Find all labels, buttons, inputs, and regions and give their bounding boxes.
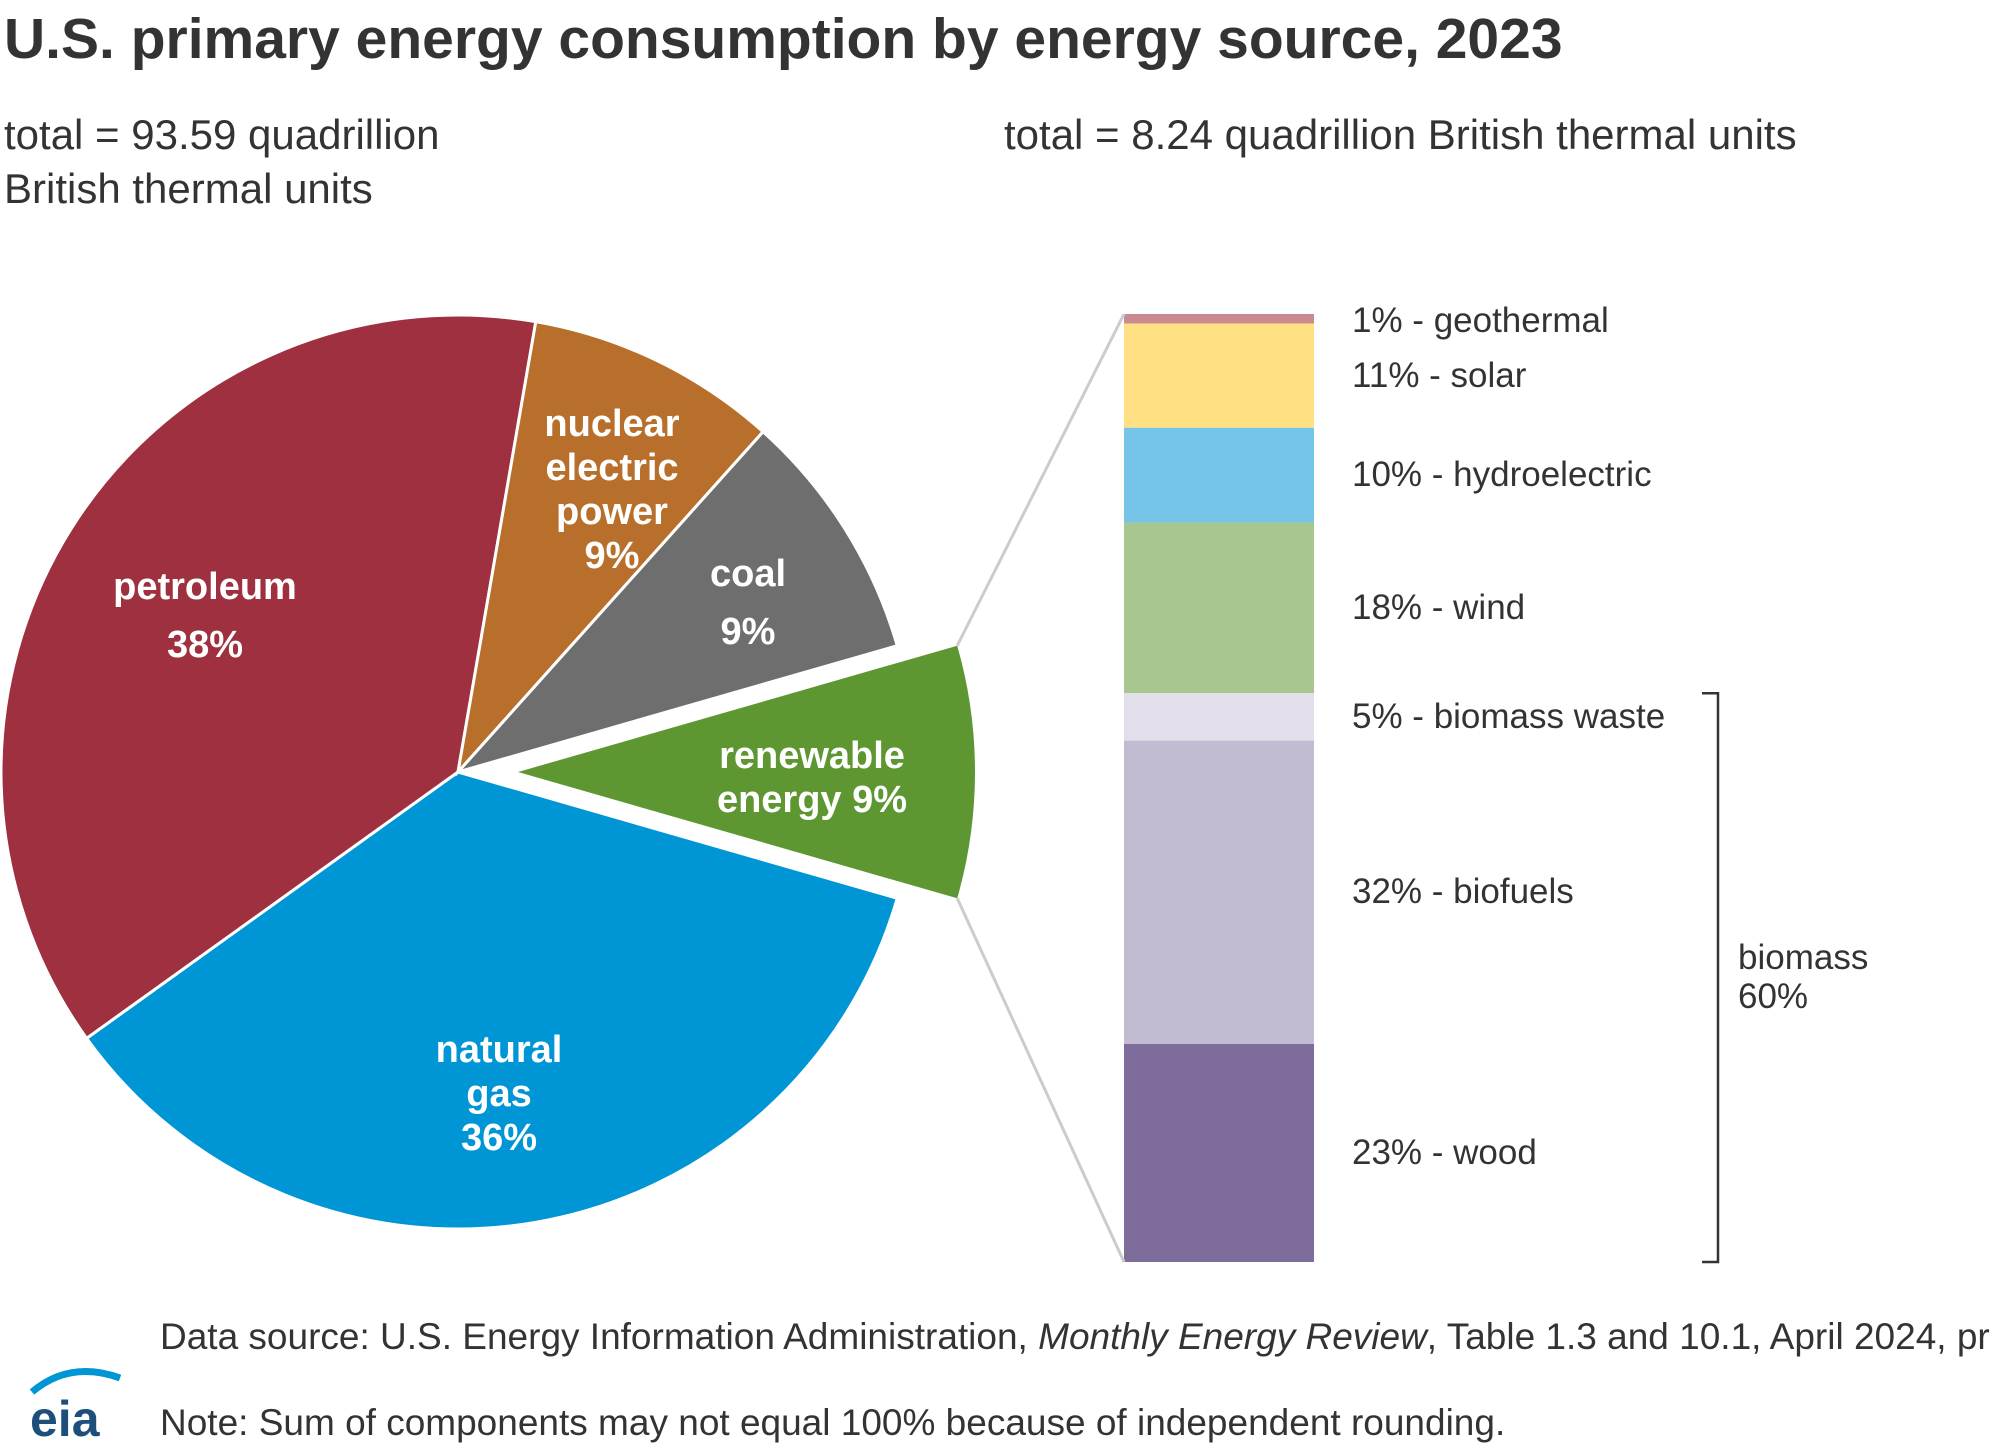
pie-slice — [84, 770, 900, 1231]
slice-label: natural gas 36% — [404, 1028, 594, 1160]
slice-value: 9% — [720, 611, 776, 653]
segment-label: 11% - solar — [1352, 355, 1527, 395]
segment-label: 32% - biofuels — [1352, 872, 1574, 912]
segment-label: 18% - wind — [1352, 587, 1526, 627]
bar-segment — [1124, 693, 1314, 741]
slice-value: 9% — [852, 779, 908, 821]
slice-value: 36% — [460, 1117, 538, 1159]
source-text: Data source: U.S. Energy Information Adm… — [160, 1316, 1028, 1357]
slice-name: petroleum — [113, 566, 297, 608]
group-bracket — [1702, 691, 1720, 1264]
group-label: biomass 60% — [1738, 938, 1868, 1016]
bar-segment — [1124, 740, 1314, 1044]
pie-slice — [518, 645, 975, 899]
bar-segment — [1124, 323, 1314, 428]
segment-label: 10% - hydroelectric — [1352, 455, 1652, 495]
pie-slice — [453, 429, 900, 775]
slice-name: renewable energy — [716, 735, 905, 821]
slice-label: coal 9% — [663, 552, 833, 654]
bar-segment — [1124, 314, 1314, 324]
segment-label: 5% - biomass waste — [1352, 696, 1666, 736]
source-title: Monthly Energy Review — [1038, 1316, 1427, 1357]
group-name: biomass — [1738, 937, 1869, 977]
pie-slice — [0, 313, 538, 1041]
slice-label: nuclear electric power 9% — [517, 402, 707, 578]
bar-segment — [1124, 427, 1314, 523]
note: Note: Sum of components may not equal 10… — [160, 1402, 1506, 1443]
segment-label: 1% - geothermal — [1352, 300, 1609, 340]
slice-label: renewable energy 9% — [687, 734, 937, 822]
slice-value: 38% — [166, 624, 244, 666]
bar-subtitle: total = 8.24 quadrillion British thermal… — [1004, 111, 1797, 158]
slice-name: natural gas — [435, 1029, 563, 1115]
pie-slice — [455, 319, 766, 777]
slice-name: coal — [709, 553, 787, 595]
segment-label: 23% - wood — [1352, 1132, 1537, 1172]
pie-subtitle: total = 93.59 quadrillion British therma… — [4, 111, 440, 212]
slice-label: petroleum 38% — [75, 565, 335, 667]
slice-value: 9% — [584, 535, 640, 577]
logo: eia — [30, 1391, 100, 1445]
chart-title: U.S. primary energy consumption by energ… — [4, 7, 1563, 71]
bar-segment — [1124, 1043, 1314, 1262]
connector — [955, 313, 1126, 647]
bar-segment — [1124, 522, 1314, 694]
logo-swoosh — [29, 1368, 122, 1395]
group-value: 60% — [1738, 976, 1809, 1016]
source-text: , Table 1.3 and 10.1, April 2024, prelim… — [1426, 1316, 1991, 1357]
source: Data source: U.S. Energy Information Adm… — [160, 1316, 1991, 1358]
slice-name: nuclear electric power — [544, 403, 680, 533]
connector — [955, 897, 1126, 1263]
